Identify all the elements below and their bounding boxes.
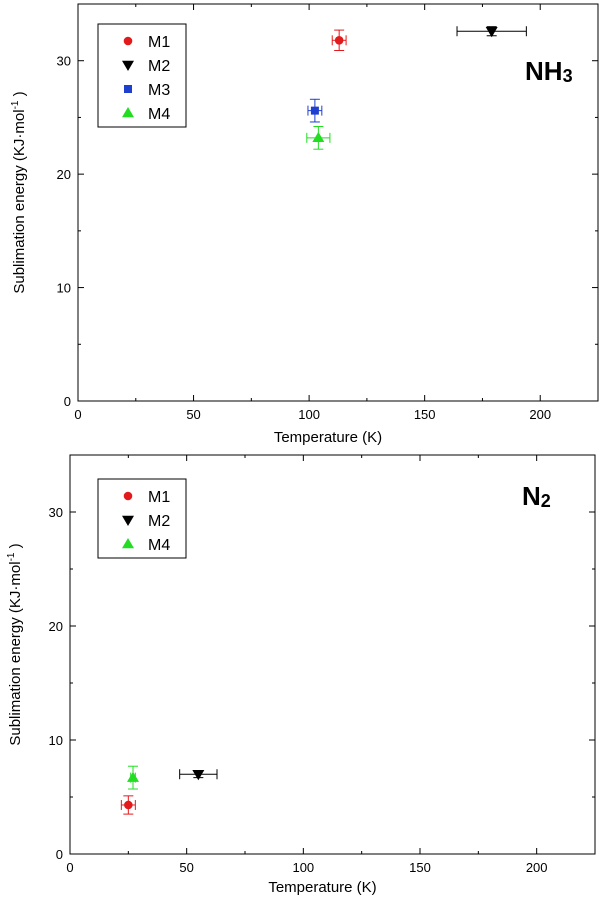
legend-box xyxy=(97,23,187,128)
legend-label-m1: M1 xyxy=(148,34,170,51)
legend-label-m2: M2 xyxy=(148,513,170,530)
x-tick-label: 0 xyxy=(74,407,81,422)
plot-frame xyxy=(77,3,599,402)
x-tick-label: 50 xyxy=(179,860,193,875)
x-axis-label: Temperature (K) xyxy=(268,879,376,896)
data-point-m1 xyxy=(334,35,344,45)
y-axis-label-main: Sublimation energy (KJ·mol xyxy=(11,109,28,293)
y-tick-label: 30 xyxy=(49,505,63,520)
legend-marker-m1 xyxy=(123,36,133,46)
chart-panel-1: 0 50 100 150 200 0 10 20 30 Temperature (K) Sublim… xyxy=(10,3,599,446)
y-tick-label: 10 xyxy=(57,281,71,296)
legend-marker-m2 xyxy=(122,60,134,71)
x-tick-label: 100 xyxy=(298,407,320,422)
legend-label-m1: M1 xyxy=(148,489,170,506)
molecule-annotation-subscript: 3 xyxy=(563,66,573,86)
legend-marker-m3 xyxy=(124,85,132,93)
chart-panel-2: 0 50 100 150 200 0 10 20 30 Temperature (K) Sublim… xyxy=(6,454,596,896)
y-axis-label-end: ) xyxy=(11,91,28,100)
x-axis-label: Temperature (K) xyxy=(274,429,382,446)
data-point-m2 xyxy=(192,770,205,781)
legend-box xyxy=(97,478,187,559)
data-point-m4 xyxy=(312,131,325,143)
x-tick-label: 200 xyxy=(526,860,548,875)
molecule-annotation: N2 xyxy=(522,481,551,511)
legend-label-m4: M4 xyxy=(148,106,170,123)
plot-frame xyxy=(69,454,596,855)
data-point-m2 xyxy=(485,27,498,38)
molecule-annotation-main: NH xyxy=(525,56,563,86)
y-axis-label-sup: -1 xyxy=(6,552,17,561)
data-point-m4 xyxy=(127,771,139,782)
legend-marker-m1 xyxy=(123,491,133,501)
molecule-annotation-main: N xyxy=(522,481,541,511)
legend-marker-m4 xyxy=(122,107,134,118)
y-tick-label: 10 xyxy=(49,733,63,748)
x-tick-label: 50 xyxy=(186,407,200,422)
legend-label-m4: M4 xyxy=(148,537,170,554)
y-tick-label: 20 xyxy=(49,619,63,634)
data-point-m3 xyxy=(310,106,319,115)
x-tick-label: 150 xyxy=(414,407,436,422)
y-axis-label-end: ) xyxy=(7,543,24,552)
y-axis-label-sup: -1 xyxy=(10,100,21,109)
y-axis-label-main: Sublimation energy (KJ·mol xyxy=(7,561,24,745)
x-tick-label: 0 xyxy=(66,860,73,875)
x-tick-label: 200 xyxy=(529,407,551,422)
molecule-annotation: NH3 xyxy=(525,56,573,86)
data-point-m1 xyxy=(124,800,133,810)
y-tick-label: 0 xyxy=(64,394,71,409)
y-axis-label: Sublimation energy (KJ·mol-1 ) xyxy=(10,91,28,293)
x-tick-label: 100 xyxy=(292,860,314,875)
legend-label-m2: M2 xyxy=(148,58,170,75)
y-tick-label: 20 xyxy=(57,167,71,182)
x-tick-label: 150 xyxy=(409,860,431,875)
y-axis-label: Sublimation energy (KJ·mol-1 ) xyxy=(6,543,24,745)
legend-label-m3: M3 xyxy=(148,82,170,99)
y-tick-label: 30 xyxy=(57,54,71,69)
y-tick-label: 0 xyxy=(56,847,63,862)
molecule-annotation-subscript: 2 xyxy=(541,491,551,511)
legend-marker-m2 xyxy=(122,515,134,526)
legend-marker-m4 xyxy=(122,538,134,549)
